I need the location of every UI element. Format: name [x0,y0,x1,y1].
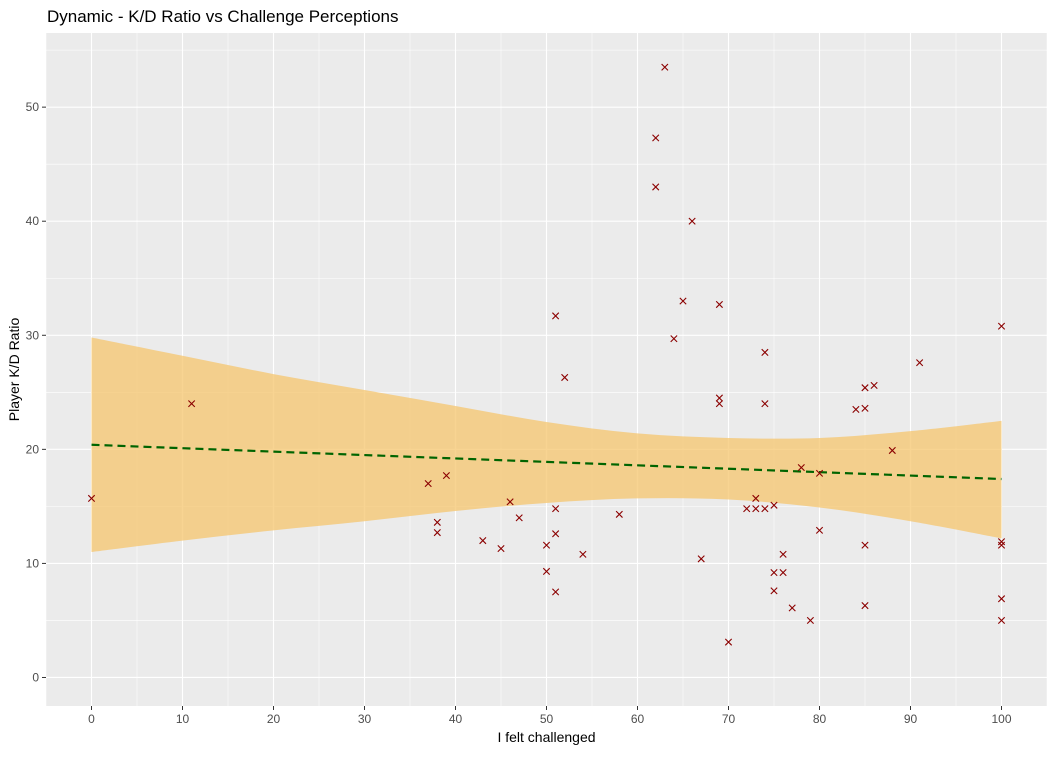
data-point [770,501,778,509]
data-point [806,616,814,625]
data-point [743,505,751,513]
x-tick-label: 40 [449,712,463,726]
trend-line [91,443,1002,481]
data-point [861,404,869,412]
data-point [852,405,860,414]
data-point [997,541,1006,549]
data-point [770,568,778,577]
data-point [715,300,723,309]
data-point [506,498,514,506]
data-point [552,530,560,538]
x-tick-label: 0 [88,712,95,726]
data-point [815,526,824,534]
data-point [652,183,660,191]
data-point [552,588,560,596]
data-point [797,464,805,472]
data-point [542,567,551,575]
data-point [615,510,623,518]
data-point [997,538,1006,546]
data-point [779,550,787,558]
data-point [715,400,723,408]
data-point [715,394,723,402]
data-point [861,541,869,549]
x-axis-title: I felt challenged [497,729,595,745]
data-point [788,604,796,612]
data-point [688,217,696,225]
y-tick-label: 30 [26,328,40,342]
data-point [997,616,1006,625]
data-point [515,514,523,522]
data-point [752,494,760,502]
x-tick-label: 60 [631,712,645,726]
data-point [724,638,733,646]
y-axis-title: Player K/D Ratio [6,318,22,422]
data-point [442,471,450,480]
data-point [479,537,487,545]
data-point [888,446,896,455]
data-point [761,505,769,513]
x-tick-label: 80 [813,712,827,726]
data-point [815,469,824,477]
chart-title: Dynamic - K/D Ratio vs Challenge Percept… [47,7,398,26]
x-tick-label: 10 [176,712,190,726]
data-point [542,541,551,549]
x-tick-label: 50 [540,712,554,726]
x-tick-label: 20 [267,712,281,726]
data-point [861,384,869,392]
data-point [861,602,869,610]
x-tick-label: 100 [991,712,1011,726]
trend-line-layer [91,443,1002,481]
grid-lines [45,33,1048,706]
data-point [997,322,1006,330]
data-point [779,568,787,577]
data-point [761,348,769,356]
data-point [870,381,878,390]
data-point [697,555,705,563]
axes: 0 10 20 30 40 50 60 70 80 90 100 0 10 20 30 40 50 [26,100,1012,726]
y-tick-label: 10 [26,556,40,570]
data-point [561,373,569,382]
data-point [433,518,441,526]
x-tick-label: 70 [722,712,736,726]
data-point [670,335,678,343]
x-tick-label: 90 [904,712,918,726]
data-point [997,595,1006,603]
data-point [752,505,760,513]
x-tick-label: 30 [358,712,372,726]
y-tick-label: 40 [26,214,40,228]
data-point [497,544,505,553]
data-point [770,587,778,595]
data-point [552,312,560,320]
data-point [661,63,669,71]
data-point [424,479,432,488]
y-tick-label: 50 [26,100,40,114]
data-point [552,505,560,513]
data-point [652,134,660,142]
data-point [679,297,687,305]
data-point [579,550,587,558]
confidence-band [91,337,1002,553]
y-tick-label: 0 [32,670,39,684]
confidence-band-layer [91,337,1002,553]
y-tick-label: 20 [26,442,40,456]
data-point [761,400,769,408]
data-point [916,359,924,367]
data-point [188,400,196,408]
data-point [87,494,96,502]
data-point [433,529,441,537]
data-points [87,63,1006,646]
